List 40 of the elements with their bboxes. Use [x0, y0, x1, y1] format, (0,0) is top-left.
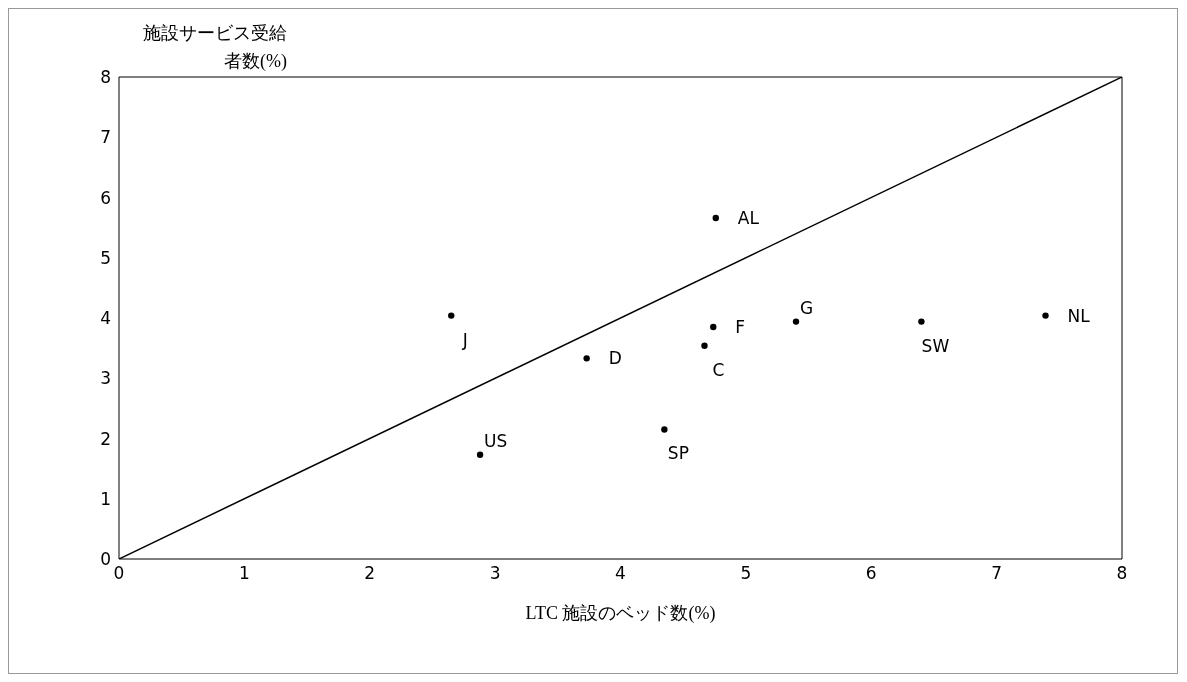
x-tick-label: 3 [489, 563, 501, 584]
point [661, 426, 668, 433]
annotation: AL [737, 207, 760, 228]
y-tick-label: 6 [100, 187, 111, 208]
point [710, 323, 717, 331]
y-axis-title: 施設サービス受給者数(%) [142, 22, 287, 73]
annotation: SP [667, 443, 689, 464]
annotation: NL [1067, 305, 1091, 326]
x-tick-label: 6 [865, 563, 877, 584]
x-tick-label: 4 [615, 563, 626, 584]
y-tick-label: 8 [100, 67, 111, 88]
point [583, 355, 590, 362]
annotation: SW [921, 335, 950, 356]
x-tick-label: 8 [1116, 563, 1128, 584]
annotation: G [800, 297, 814, 318]
x-tick-label: 0 [113, 563, 125, 584]
annotation: J [461, 329, 468, 350]
point [448, 312, 455, 319]
annotation: D [608, 348, 622, 369]
x-tick-label: 2 [364, 563, 376, 584]
y-tick-label: 2 [100, 428, 111, 449]
annotation: C [712, 359, 725, 380]
y-tick-label: 5 [100, 247, 111, 268]
x-tick-label: 5 [740, 563, 752, 584]
y-tick-label: 1 [100, 488, 111, 509]
y-tick-label: 7 [100, 127, 111, 148]
point [712, 214, 719, 222]
point [918, 318, 925, 325]
point [1042, 312, 1049, 319]
point [476, 451, 484, 458]
y-tick-label: 0 [100, 549, 111, 570]
y-tick-label: 3 [100, 368, 111, 389]
point [701, 342, 708, 349]
annotation: F [735, 317, 746, 338]
y-tick-label: 4 [100, 308, 111, 329]
point [792, 318, 800, 325]
x-tick-label: 1 [238, 563, 250, 584]
annotation: US [484, 430, 508, 451]
x-axis-title: LTC 施設のベッド数(%) [525, 603, 716, 624]
x-tick-label: 7 [991, 563, 1003, 584]
